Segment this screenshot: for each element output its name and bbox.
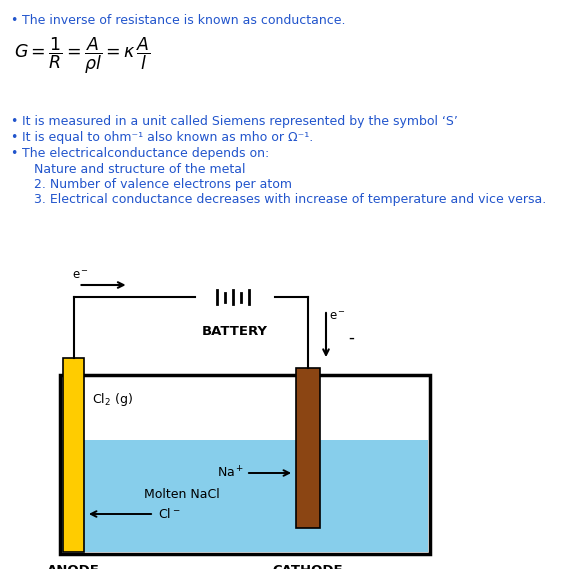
- Text: CATHODE: CATHODE: [273, 564, 343, 569]
- Text: BATTERY: BATTERY: [202, 325, 268, 338]
- Text: •: •: [10, 14, 17, 27]
- Text: Molten NaCl: Molten NaCl: [144, 489, 220, 501]
- Text: •: •: [10, 131, 17, 144]
- Text: •: •: [10, 115, 17, 128]
- Text: ANODE: ANODE: [47, 564, 100, 569]
- Text: 3. Electrical conductance decreases with increase of temperature and vice versa.: 3. Electrical conductance decreases with…: [34, 193, 546, 206]
- Bar: [62, 440, 428, 552]
- Text: The inverse of resistance is known as conductance.: The inverse of resistance is known as co…: [22, 14, 346, 27]
- Text: The electricalconductance depends on:: The electricalconductance depends on:: [22, 147, 269, 160]
- Text: It is measured in a unit called Siemens represented by the symbol ‘S’: It is measured in a unit called Siemens …: [22, 115, 458, 128]
- Bar: [63, 358, 84, 552]
- Text: It is equal to ohm⁻¹ also known as mho or Ω⁻¹.: It is equal to ohm⁻¹ also known as mho o…: [22, 131, 313, 144]
- Text: Cl$^-$: Cl$^-$: [158, 507, 181, 521]
- Text: Na$^+$: Na$^+$: [217, 465, 244, 481]
- Bar: [296, 368, 320, 528]
- Text: e$^-$: e$^-$: [71, 269, 89, 282]
- Text: Nature and structure of the metal: Nature and structure of the metal: [34, 163, 245, 176]
- Bar: [60, 375, 430, 554]
- Text: e$^-$: e$^-$: [329, 310, 346, 323]
- Text: $G = \dfrac{1}{R} = \dfrac{A}{\rho l} = \kappa\,\dfrac{A}{l}$: $G = \dfrac{1}{R} = \dfrac{A}{\rho l} = …: [14, 36, 151, 76]
- Text: 2. Number of valence electrons per atom: 2. Number of valence electrons per atom: [34, 178, 292, 191]
- Text: Cl$_2$ (g): Cl$_2$ (g): [92, 391, 133, 409]
- Text: •: •: [10, 147, 17, 160]
- Text: -: -: [348, 329, 354, 347]
